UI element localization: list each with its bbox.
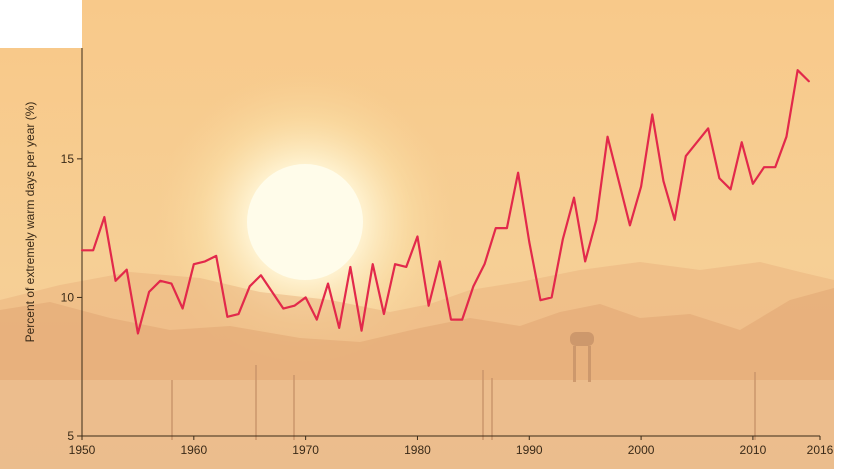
y-axis-label: Percent of extremely warm days per year …	[23, 102, 37, 343]
x-tick-label-1960: 1960	[180, 443, 207, 457]
x-tick-label-2000: 2000	[628, 443, 655, 457]
ground	[0, 380, 834, 469]
x-tick-label-1950: 1950	[69, 443, 96, 457]
y-tick-label-5: 5	[67, 429, 74, 443]
series-points	[81, 70, 809, 334]
x-tick-label-2010: 2010	[740, 443, 767, 457]
y-tick-label-10: 10	[61, 290, 75, 304]
x-tick-label-1980: 1980	[404, 443, 431, 457]
x-ticks: 1950 1960 1970 1980 1990 2000 2010 2016	[69, 436, 834, 457]
x-tick-label-1990: 1990	[516, 443, 543, 457]
x-tick-label-2016: 2016	[807, 443, 834, 457]
y-ticks: 5 10 15	[61, 152, 82, 443]
sun	[247, 164, 363, 280]
y-tick-label-15: 15	[61, 152, 75, 166]
poles	[171, 365, 756, 440]
x-tick-label-1970: 1970	[292, 443, 319, 457]
series-line	[80, 69, 810, 335]
water-tower	[570, 332, 594, 382]
